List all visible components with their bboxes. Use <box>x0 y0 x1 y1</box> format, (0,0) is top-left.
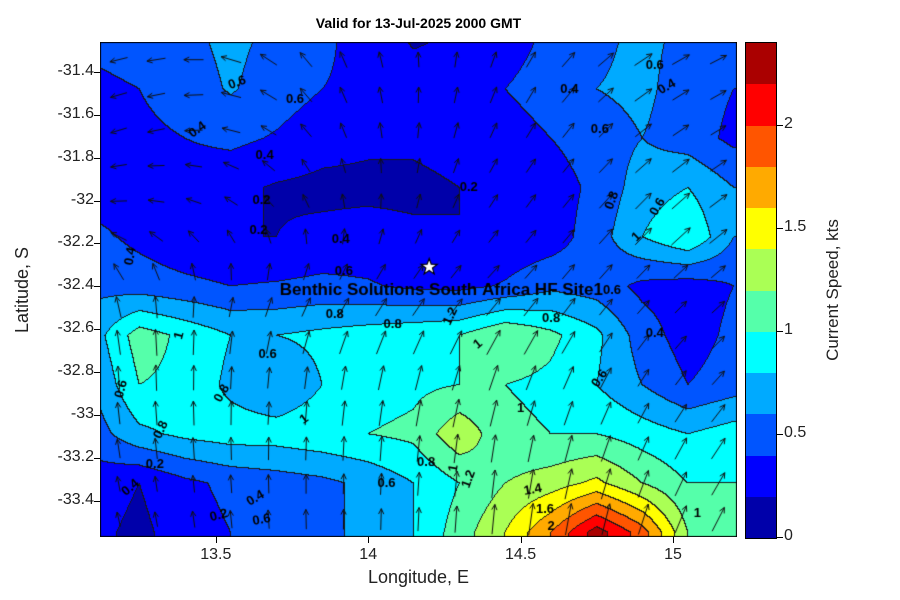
y-tick-label: -32 <box>70 190 94 208</box>
y-tick-label: -31.8 <box>57 147 94 165</box>
colorbar-band <box>746 414 776 456</box>
y-tick-mark <box>94 157 100 159</box>
y-tick-label: -31.4 <box>57 62 94 79</box>
y-tick-mark <box>94 414 100 416</box>
contour-map-canvas <box>100 42 737 537</box>
x-tick-label: 14 <box>359 546 378 563</box>
colorbar-band <box>746 166 776 208</box>
y-tick-label: -32.8 <box>57 362 94 379</box>
y-tick-label: -32.2 <box>57 233 94 251</box>
colorbar-tick-label: 0.5 <box>784 423 807 441</box>
y-axis-label: Latitude, S <box>12 246 32 334</box>
colorbar-band <box>746 496 776 538</box>
y-tick-mark <box>94 72 100 73</box>
colorbar-band <box>746 373 776 415</box>
colorbar-tick-label: 1.5 <box>784 217 807 235</box>
y-tick-mark <box>94 200 100 202</box>
x-tick-label: 13.5 <box>200 546 232 563</box>
x-tick-mark <box>520 537 522 543</box>
colorbar-tick-mark <box>777 227 783 229</box>
x-tick-label: 15 <box>664 546 682 563</box>
colorbar-tick-mark <box>777 433 783 435</box>
y-tick-mark <box>94 114 100 116</box>
y-tick-label: -33.2 <box>57 447 94 465</box>
colorbar-tick-label: 0 <box>784 527 793 544</box>
y-tick-label: -33 <box>70 404 94 422</box>
y-tick-label: -32.6 <box>57 319 94 337</box>
y-tick-label: -31.6 <box>57 104 94 122</box>
colorbar-band <box>746 331 776 373</box>
colorbar-label: Current Speed, kts <box>823 219 842 361</box>
y-tick-mark <box>94 243 100 245</box>
colorbar-band <box>746 43 776 85</box>
colorbar-band <box>746 125 776 167</box>
colorbar-band <box>746 249 776 291</box>
colorbar-tick-mark <box>777 330 783 332</box>
colorbar-band <box>746 84 776 126</box>
y-tick-mark <box>94 329 100 331</box>
colorbar-band <box>746 208 776 250</box>
x-tick-mark <box>672 537 674 543</box>
x-tick-mark <box>215 537 217 543</box>
y-tick-mark <box>94 500 100 502</box>
colorbar-band <box>746 455 776 497</box>
y-tick-label: -33.4 <box>57 490 94 508</box>
colorbar <box>745 42 777 539</box>
colorbar-band <box>746 290 776 332</box>
colorbar-tick-label: 1 <box>784 320 793 338</box>
colorbar-tick-mark <box>777 537 783 538</box>
y-tick-label: -32.4 <box>57 276 94 294</box>
y-tick-mark <box>94 372 100 373</box>
colorbar-tick-mark <box>777 124 783 126</box>
y-tick-mark <box>94 457 100 459</box>
y-tick-mark <box>94 286 100 288</box>
plot-title: Valid for 13-Jul-2025 2000 GMT <box>315 15 522 31</box>
x-tick-mark <box>368 537 370 543</box>
x-axis-label: Longitude, E <box>367 567 470 587</box>
x-tick-label: 14.5 <box>505 546 537 563</box>
colorbar-tick-label: 2 <box>784 114 793 132</box>
